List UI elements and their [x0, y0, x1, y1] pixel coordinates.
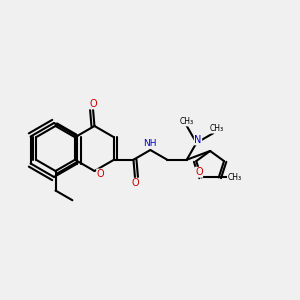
Text: N: N [194, 135, 202, 145]
Text: O: O [195, 167, 203, 177]
Text: NH: NH [144, 140, 157, 148]
Text: O: O [97, 169, 104, 179]
Text: O: O [89, 99, 97, 109]
Text: CH₃: CH₃ [227, 173, 242, 182]
Text: CH₃: CH₃ [209, 124, 224, 133]
Text: O: O [131, 178, 139, 188]
Text: CH₃: CH₃ [180, 117, 194, 126]
